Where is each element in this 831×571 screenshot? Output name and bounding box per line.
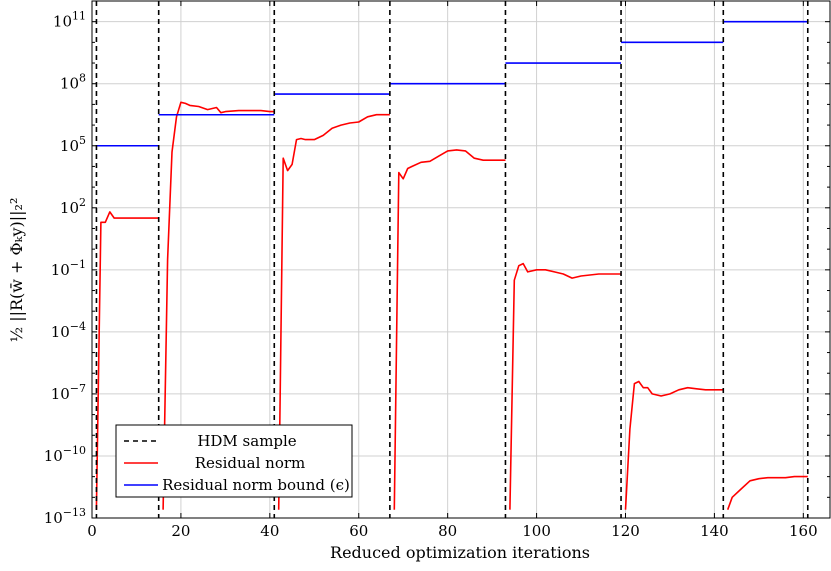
- x-tick-label: 0: [87, 522, 97, 540]
- legend: HDM sample Residual norm Residual norm b…: [115, 424, 353, 498]
- residual-norm-segment: [509, 262, 621, 510]
- x-tick-label: 20: [171, 522, 190, 540]
- x-tick-label: 120: [611, 522, 640, 540]
- label-layer: Reduced optimization iterations ½ ||R(w̄…: [7, 198, 590, 562]
- y-tick-label: 10−10: [44, 444, 86, 465]
- y-axis-label: ½ ||R(w̄ + Φₖy)||₂²: [7, 198, 26, 343]
- x-tick-label: 80: [438, 522, 457, 540]
- residual-norm-segment: [162, 101, 275, 510]
- residual-norm-segment: [726, 475, 808, 510]
- x-tick-label: 60: [349, 522, 368, 540]
- axis-layer: 0 20 40 60 80 100 120 140 160 10−13 10−10 10−7 10−4 1…: [44, 0, 831, 540]
- x-tick-label: 140: [700, 522, 729, 540]
- x-tick-label: 160: [789, 522, 818, 540]
- x-axis-label: Reduced optimization iterations: [330, 543, 590, 562]
- residual-norm-segment: [95, 211, 159, 510]
- residual-norm-segment: [393, 149, 506, 510]
- y-tick-label: 1011: [53, 10, 86, 31]
- y-tick-label: 102: [60, 196, 86, 217]
- y-tick-label: 10−1: [51, 258, 86, 279]
- residual-norm-segment: [624, 380, 724, 510]
- y-tick-label: 105: [60, 134, 86, 155]
- residual-norm-segment: [277, 113, 390, 510]
- x-tick-label: 40: [260, 522, 279, 540]
- series-layer: [95, 1, 809, 518]
- plot-frame: [91, 0, 831, 519]
- legend-label-residual-norm: Residual norm: [195, 454, 306, 472]
- x-tick-label: 100: [522, 522, 551, 540]
- legend-label-residual-norm-bound: Residual norm bound (ϵ): [162, 476, 350, 494]
- y-tick-label: 10−7: [51, 382, 86, 403]
- y-tick-label: 10−4: [51, 320, 86, 341]
- y-tick-label: 10−13: [44, 506, 86, 527]
- legend-label-hdm-sample: HDM sample: [197, 432, 296, 450]
- y-tick-label: 108: [60, 72, 86, 93]
